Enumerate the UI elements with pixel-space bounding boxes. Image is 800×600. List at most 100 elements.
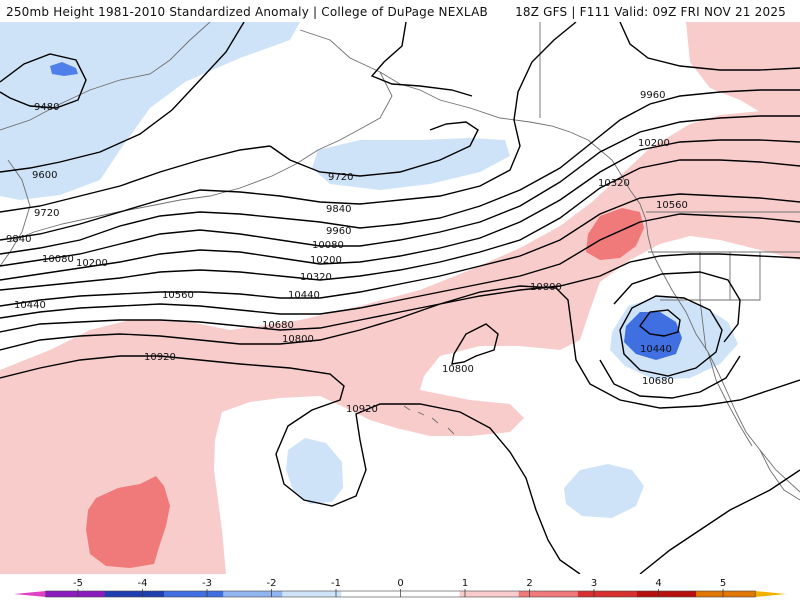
contour-label: 9840 <box>326 204 351 215</box>
neg-anomaly-area-mid <box>286 438 343 504</box>
contour-9960 <box>0 89 800 255</box>
colorbar-tick-label: 1 <box>462 578 468 589</box>
contour-label: 10800 <box>282 334 314 345</box>
colorbar-segment <box>518 591 579 597</box>
colorbar-arrow-right <box>755 591 786 597</box>
contour-9600 <box>0 22 245 173</box>
contour-label: 10440 <box>288 290 320 301</box>
contour-label: 9480 <box>34 102 59 113</box>
colorbar-tick-label: -4 <box>138 578 148 589</box>
colorbar-tick-label: -3 <box>202 578 212 589</box>
colorbar-tick-label: -1 <box>331 578 341 589</box>
contour-10800-closed <box>451 323 499 365</box>
state-lines <box>648 251 800 351</box>
contour-label: 10200 <box>76 258 108 269</box>
colorbar-segment <box>577 591 638 597</box>
contour-10560 <box>0 213 800 319</box>
header-bar: 250mb Height 1981-2010 Standardized Anom… <box>0 0 800 22</box>
contour-label: 10560 <box>162 290 194 301</box>
contour-10200 <box>0 139 800 281</box>
neg-anomaly-area-nw <box>0 22 300 200</box>
contour-label: 10080 <box>312 240 344 251</box>
contour-label: 10560 <box>656 200 688 211</box>
contour-10920 <box>0 355 581 574</box>
kamchatka <box>0 159 31 267</box>
colorbar-segment <box>282 591 342 597</box>
contour-labels: 9480 9600 9720 9840 10080 10200 10440 97… <box>6 90 688 415</box>
contour-10680 <box>0 253 800 333</box>
colorbar-tick-label: 4 <box>655 578 661 589</box>
colorbar-tick-label: 3 <box>591 578 597 589</box>
alaska-peninsula <box>271 71 393 177</box>
neg-anomaly-area-mex <box>564 464 644 518</box>
contour-10800 <box>0 285 800 409</box>
contour-label: 9960 <box>326 226 351 237</box>
contour-label: 10440 <box>14 300 46 311</box>
contour-label: 9720 <box>34 208 59 219</box>
contour-9480 <box>0 53 87 109</box>
contour-label: 10320 <box>300 272 332 283</box>
contour-low-outer <box>613 271 741 343</box>
contour-label: 10440 <box>640 344 672 355</box>
contour-9840 <box>0 22 577 241</box>
contour-ne-loop <box>619 22 800 71</box>
colorbar-tick-label: 2 <box>526 578 532 589</box>
colorbar-tick-label: 0 <box>397 578 403 589</box>
colorbar-segment <box>637 591 697 597</box>
alaska-coast <box>299 29 631 191</box>
contour-label: 9720 <box>328 172 353 183</box>
colorbar-segment <box>400 591 461 597</box>
contour-label: 10800 <box>530 282 562 293</box>
contour-10440 <box>0 193 800 307</box>
map-panel: 9480 9600 9720 9840 10080 10200 10440 97… <box>0 22 800 574</box>
colorbar-tick-label: 5 <box>720 578 726 589</box>
map-title: 250mb Height 1981-2010 Standardized Anom… <box>6 5 488 19</box>
contour-label: 10920 <box>144 352 176 363</box>
height-contours <box>0 22 800 574</box>
pos-anomaly-strong-sw <box>86 476 170 568</box>
colorbar-tick-label: -2 <box>267 578 277 589</box>
colorbar-segment <box>459 591 520 597</box>
contour-label: 9960 <box>640 90 665 101</box>
contour-label: 10200 <box>310 255 342 266</box>
contour-label: 10680 <box>262 320 294 331</box>
contour-label: 10200 <box>638 138 670 149</box>
contour-label: 10920 <box>346 404 378 415</box>
colorbar-segments <box>14 590 786 598</box>
colorbar-segment <box>104 591 165 597</box>
baja-peninsula <box>707 351 753 447</box>
colorbar-segment <box>164 591 224 597</box>
colorbar-segment <box>696 591 756 597</box>
mexico-coast <box>759 449 800 501</box>
contour-low-bridge <box>599 355 741 399</box>
contour-north-loop <box>370 22 473 97</box>
contour-10320 <box>0 159 800 291</box>
contour-label: 10680 <box>642 376 674 387</box>
model-valid-time: 18Z GFS | F111 Valid: 09Z FRI NOV 21 202… <box>515 5 786 19</box>
neg-anomaly-strong-calif <box>624 312 682 360</box>
contour-10920-east <box>639 469 800 574</box>
coastlines <box>0 22 800 501</box>
contour-low-inner <box>639 309 681 337</box>
colorbar-ticks: -5 -4 -3 -2 -1 0 1 2 3 4 5 <box>73 578 726 597</box>
contour-label: 10320 <box>598 178 630 189</box>
neg-anomaly-small-nw <box>50 62 78 76</box>
contour-9720-e <box>269 121 479 177</box>
hawaii-islands <box>403 405 455 435</box>
contour-low-mid <box>619 295 723 377</box>
colorbar-segment <box>45 591 106 597</box>
colorbar-arrow-left <box>14 591 46 597</box>
colorbar-segment <box>341 591 401 597</box>
bc-coast <box>629 189 800 493</box>
aleutians <box>9 175 273 243</box>
colorbar-segment <box>223 591 283 597</box>
contour-9720-w <box>0 145 271 213</box>
contour-label: 9600 <box>32 170 57 181</box>
contour-label: 10080 <box>42 254 74 265</box>
colorbar-tick-label: -5 <box>73 578 83 589</box>
bering-siberia <box>0 22 211 131</box>
colorbar: -5 -4 -3 -2 -1 0 1 2 3 4 5 <box>0 574 800 600</box>
contour-10080 <box>0 115 800 267</box>
contour-label: 10800 <box>442 364 474 375</box>
